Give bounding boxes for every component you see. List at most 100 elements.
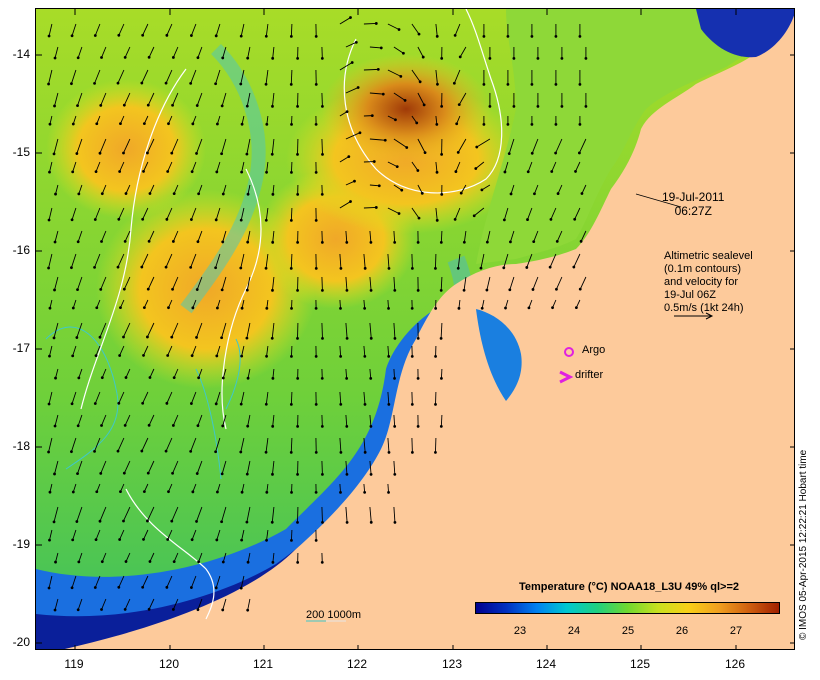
land-mainland [64, 11, 794, 649]
velocity-arrow-head [421, 55, 425, 59]
velocity-arrow-head [70, 586, 74, 590]
velocity-arrow-head [94, 538, 98, 542]
velocity-arrow [166, 391, 173, 404]
velocity-arrow-head [122, 471, 126, 475]
velocity-arrow-head [70, 402, 74, 406]
velocity-arrow [196, 506, 203, 522]
velocity-arrow-head [290, 354, 293, 358]
velocity-arrow [216, 529, 221, 541]
velocity-arrow [198, 552, 203, 562]
velocity-arrow [460, 184, 467, 194]
velocity-arrow-head [166, 354, 170, 357]
velocity-arrow [149, 184, 155, 194]
velocity-arrow-head [321, 152, 324, 156]
velocity-arrow-head [363, 402, 367, 406]
velocity-arrow [55, 368, 59, 379]
velocity-arrow [55, 552, 59, 563]
lat-label: -15 [12, 145, 30, 159]
velocity-arrow-head [405, 146, 409, 149]
velocity-arrow-head [265, 306, 269, 310]
velocity-arrow-head [480, 306, 484, 310]
velocity-arrow [555, 138, 563, 154]
velocity-arrow-head [146, 287, 150, 291]
velocity-arrow-head [363, 266, 367, 270]
credit-text: © IMOS 05-Apr-2015 12:22:21 Hobart time [798, 449, 809, 640]
lon-label: 122 [346, 657, 368, 671]
velocity-arrow [165, 437, 173, 452]
velocity-arrow-head [190, 218, 193, 221]
velocity-arrow [78, 552, 83, 563]
velocity-arrow [78, 368, 83, 379]
velocity-arrow [124, 46, 131, 58]
velocity-arrow-head [554, 34, 558, 38]
velocity-arrow-head [532, 240, 536, 243]
velocity-arrow [53, 138, 59, 155]
velocity-arrow [393, 322, 396, 339]
velocity-arrow-head [75, 152, 79, 155]
velocity-arrow-head [345, 110, 349, 114]
velocity-arrow-head [53, 608, 57, 612]
velocity-arrow-head [48, 354, 51, 358]
velocity-arrow [265, 69, 269, 85]
velocity-arrow [54, 276, 59, 291]
velocity-arrow-head [560, 56, 564, 60]
velocity-arrow [435, 161, 438, 173]
velocity-arrow [345, 414, 348, 427]
velocity-arrow-head [387, 450, 391, 454]
velocity-arrow [387, 69, 402, 77]
velocity-arrow [173, 184, 179, 194]
velocity-arrow [118, 391, 125, 404]
velocity-arrow [142, 207, 149, 220]
velocity-arrow [124, 230, 131, 242]
velocity-arrow-head [146, 103, 150, 107]
velocity-arrow-head [53, 288, 56, 292]
velocity-arrow-head [147, 239, 151, 243]
velocity-arrow [100, 276, 107, 290]
velocity-arrow [215, 575, 221, 588]
velocity-arrow-head [171, 103, 174, 107]
velocity-arrow [190, 69, 197, 84]
velocity-arrow [77, 598, 83, 610]
velocity-arrow-head [314, 34, 318, 38]
velocity-arrow [387, 161, 398, 168]
map-panel[interactable] [35, 8, 795, 650]
velocity-arrow-head [369, 336, 373, 340]
colorbar-tick: 27 [729, 625, 743, 637]
velocity-arrow-head [146, 151, 149, 155]
velocity-arrow-head [555, 239, 559, 243]
velocity-arrow [290, 253, 293, 269]
velocity-arrow-head [265, 354, 268, 358]
velocity-arrow-head [246, 424, 250, 428]
velocity-arrow-head [363, 490, 367, 494]
velocity-arrow-head [296, 560, 300, 564]
velocity-arrow-head [579, 239, 583, 243]
velocity-arrow [142, 575, 149, 588]
velocity-arrow-head [296, 288, 299, 292]
velocity-arrow [339, 17, 351, 25]
velocity-arrow-head [439, 336, 443, 340]
velocity-arrow-head [98, 151, 102, 155]
velocity-arrow [141, 437, 149, 452]
velocity-arrow [339, 62, 353, 71]
velocity-arrow-head [584, 56, 588, 60]
velocity-arrow [48, 207, 53, 221]
velocity-arrow-head [75, 336, 79, 339]
velocity-arrow [241, 529, 245, 541]
velocity-arrow [363, 391, 366, 405]
velocity-arrow-head [146, 335, 149, 339]
velocity-arrow [119, 161, 125, 172]
velocity-arrow-head [456, 266, 460, 270]
velocity-arrow-head [548, 265, 552, 269]
velocity-arrow-head [296, 424, 300, 428]
velocity-arrow [240, 575, 245, 589]
velocity-arrow [99, 506, 107, 522]
velocity-arrow-head [423, 151, 427, 155]
velocity-arrow [167, 529, 173, 540]
velocity-arrow [94, 207, 101, 220]
velocity-arrow [369, 230, 372, 243]
velocity-arrow [454, 207, 461, 220]
velocity-arrow [71, 207, 77, 220]
velocity-arrow-head [148, 376, 152, 379]
velocity-arrow-head [118, 354, 122, 357]
velocity-arrow-head [339, 490, 342, 494]
